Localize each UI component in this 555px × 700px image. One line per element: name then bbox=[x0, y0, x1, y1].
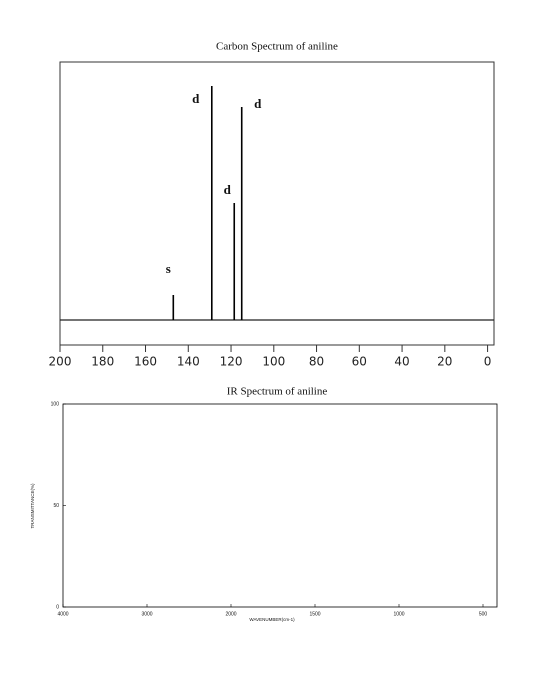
x-tick-label: 1000 bbox=[393, 611, 404, 617]
x-tick-label: 180 bbox=[91, 355, 114, 369]
x-tick-label: 140 bbox=[177, 355, 200, 369]
x-tick-label: 2000 bbox=[225, 611, 236, 617]
x-tick-label: 200 bbox=[49, 355, 72, 369]
x-tick-label: 1500 bbox=[309, 611, 320, 617]
x-tick-label: 20 bbox=[437, 355, 452, 369]
peak-label: d bbox=[254, 96, 262, 111]
peak-label: s bbox=[166, 261, 171, 276]
chart-title: IR Spectrum of aniline bbox=[227, 386, 328, 398]
plot-frame bbox=[59, 61, 495, 346]
x-tick-label: 0 bbox=[484, 355, 492, 369]
x-tick-label: 4000 bbox=[57, 611, 68, 617]
x-tick-label: 120 bbox=[220, 355, 243, 369]
x-tick-label: 80 bbox=[309, 355, 324, 369]
y-tick-label: 50 bbox=[53, 503, 59, 509]
x-tick-label: 500 bbox=[479, 611, 488, 617]
peak-label: d bbox=[224, 182, 232, 197]
y-tick-label: 100 bbox=[51, 401, 60, 407]
chart-title: Carbon Spectrum of aniline bbox=[216, 41, 338, 53]
x-tick-label: 160 bbox=[134, 355, 157, 369]
x-tick-label: 100 bbox=[262, 355, 285, 369]
x-tick-label: 3000 bbox=[141, 611, 152, 617]
x-tick-label: 40 bbox=[394, 355, 409, 369]
peak-label: d bbox=[192, 91, 200, 106]
x-tick-label: 60 bbox=[352, 355, 367, 369]
y-tick-label: 0 bbox=[56, 604, 59, 610]
y-axis-label: TRANSMITTANCE(%) bbox=[30, 483, 35, 528]
x-axis-label: WAVENUMBER(cm-1) bbox=[249, 617, 295, 622]
